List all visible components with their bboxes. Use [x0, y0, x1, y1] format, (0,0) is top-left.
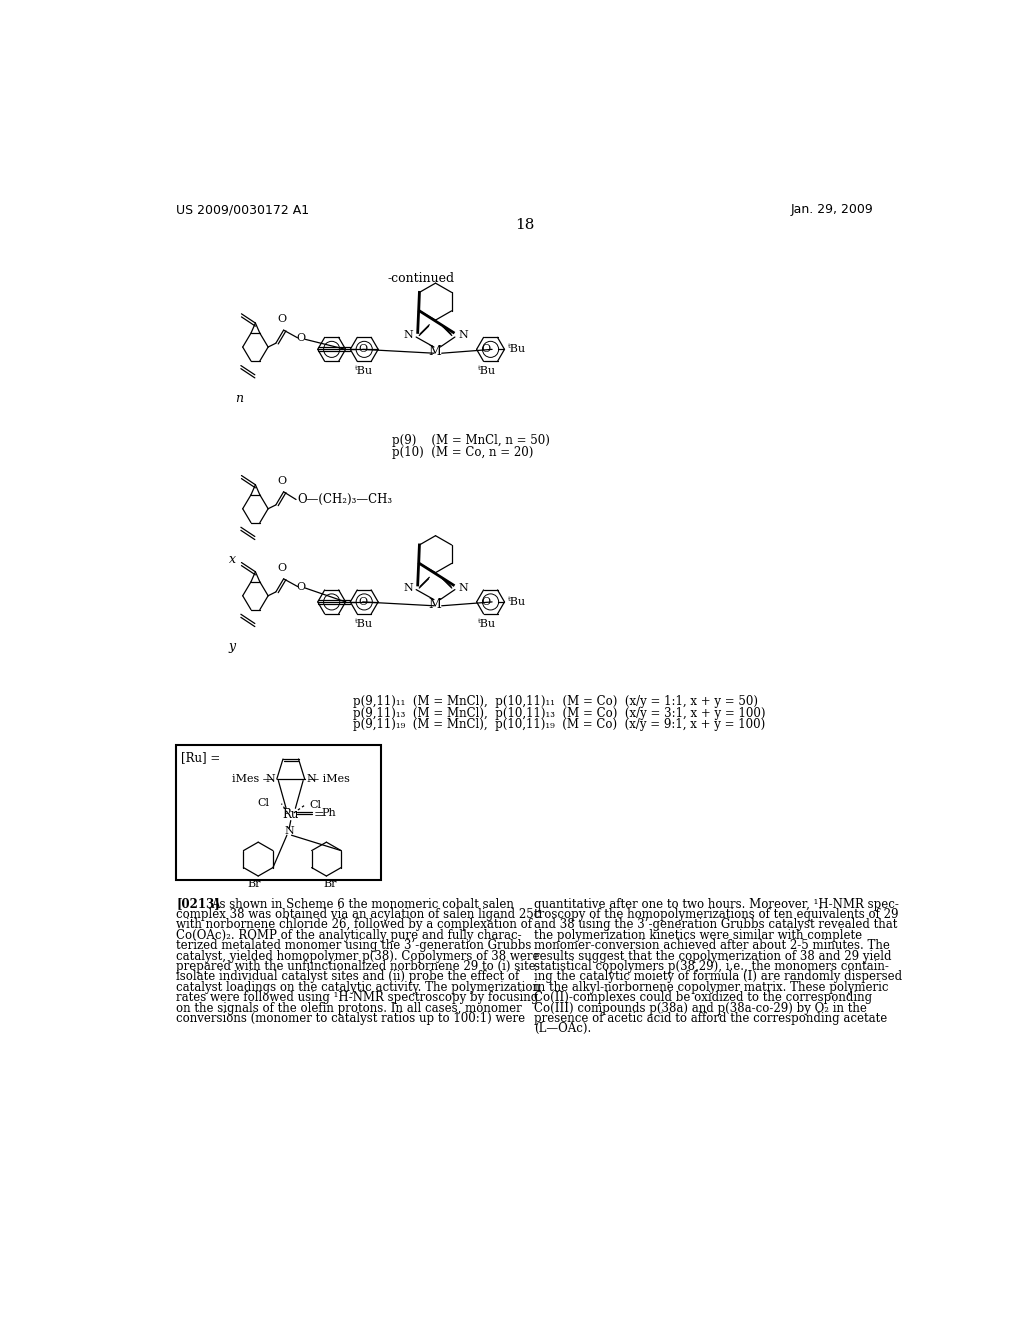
- Text: 18: 18: [515, 218, 535, 232]
- Text: the polymerization kinetics were similar with complete: the polymerization kinetics were similar…: [535, 929, 862, 941]
- Text: O: O: [481, 345, 490, 354]
- Text: Co(II)-complexes could be oxidized to the corresponding: Co(II)-complexes could be oxidized to th…: [535, 991, 872, 1005]
- Text: catalyst loadings on the catalytic activity. The polymerization: catalyst loadings on the catalytic activ…: [176, 981, 540, 994]
- Text: results suggest that the copolymerization of 38 and 29 yield: results suggest that the copolymerizatio…: [535, 949, 892, 962]
- Bar: [176, 744, 381, 880]
- Text: p(10)  (M = Co, n = 20): p(10) (M = Co, n = 20): [391, 446, 532, 458]
- Text: statistical copolymers p(38,29), i.e., the monomers contain-: statistical copolymers p(38,29), i.e., t…: [535, 960, 889, 973]
- Text: Ph: Ph: [322, 808, 337, 818]
- Text: N: N: [306, 774, 316, 784]
- Text: Cl: Cl: [257, 797, 269, 808]
- Text: Co(OAc)₂. ROMP of the analytically pure and fully charac-: Co(OAc)₂. ROMP of the analytically pure …: [176, 929, 521, 941]
- Text: Co(III) compounds p(38a) and p(38a-co-29) by O₂ in the: Co(III) compounds p(38a) and p(38a-co-29…: [535, 1002, 867, 1015]
- Text: ᵗBu: ᵗBu: [477, 367, 496, 376]
- Text: n: n: [234, 392, 243, 405]
- Text: =: =: [314, 808, 325, 821]
- Text: [0213]: [0213]: [176, 898, 220, 911]
- Text: O: O: [297, 333, 306, 343]
- Text: O: O: [358, 345, 368, 354]
- Text: O—(CH₂)₃—CH₃: O—(CH₂)₃—CH₃: [298, 492, 392, 506]
- Text: ᵗBu: ᵗBu: [355, 619, 374, 628]
- Text: ᵗBu: ᵗBu: [477, 619, 496, 628]
- Text: O: O: [278, 314, 287, 323]
- Text: ᵗBu: ᵗBu: [508, 345, 525, 354]
- Text: catalyst, yielded homopolymer p(38). Copolymers of 38 were: catalyst, yielded homopolymer p(38). Cop…: [176, 949, 540, 962]
- Text: N: N: [285, 826, 294, 837]
- Text: on the signals of the olefin protons. In all cases, monomer: on the signals of the olefin protons. In…: [176, 1002, 522, 1015]
- Text: N: N: [458, 583, 468, 593]
- Text: p(9,11)₁₁  (M = MnCl),  p(10,11)₁₁  (M = Co)  (x/y = 1:1, x + y = 50): p(9,11)₁₁ (M = MnCl), p(10,11)₁₁ (M = Co…: [352, 696, 758, 708]
- Text: in the alkyl-norbornene copolymer matrix. These polymeric: in the alkyl-norbornene copolymer matrix…: [535, 981, 889, 994]
- Text: N: N: [265, 774, 275, 784]
- Text: and 38 using the 3’-generation Grubbs catalyst revealed that: and 38 using the 3’-generation Grubbs ca…: [535, 919, 897, 932]
- Text: Br: Br: [248, 879, 261, 890]
- Text: M: M: [428, 345, 441, 358]
- Text: terized metalated monomer using the 3’-generation Grubbs: terized metalated monomer using the 3’-g…: [176, 940, 531, 952]
- Text: conversions (monomer to catalyst ratios up to 100:1) were: conversions (monomer to catalyst ratios …: [176, 1012, 525, 1024]
- Text: p(9,11)₁₃  (M = MnCl),  p(10,11)₁₃  (M = Co)  (x/y = 3:1, x + y = 100): p(9,11)₁₃ (M = MnCl), p(10,11)₁₃ (M = Co…: [352, 706, 765, 719]
- Text: iMes —: iMes —: [231, 774, 273, 784]
- Text: O: O: [358, 597, 368, 607]
- Text: isolate individual catalyst sites and (ii) probe the effect of: isolate individual catalyst sites and (i…: [176, 970, 519, 983]
- Text: p(9,11)₁₉  (M = MnCl),  p(10,11)₁₉  (M = Co)  (x/y = 9:1, x + y = 100): p(9,11)₁₉ (M = MnCl), p(10,11)₁₉ (M = Co…: [352, 718, 765, 731]
- Text: Ru: Ru: [283, 808, 299, 821]
- Text: ᵗBu: ᵗBu: [355, 367, 374, 376]
- Text: y: y: [228, 640, 236, 653]
- Text: — iMes: — iMes: [308, 774, 349, 784]
- Text: rates were followed using ¹H-NMR spectroscopy by focusing: rates were followed using ¹H-NMR spectro…: [176, 991, 539, 1005]
- Text: quantitative after one to two hours. Moreover, ¹H-NMR spec-: quantitative after one to two hours. Mor…: [535, 898, 899, 911]
- Text: N: N: [403, 330, 413, 341]
- Text: Cl: Cl: [309, 800, 322, 810]
- Text: Br: Br: [324, 879, 337, 890]
- Text: ᵗBu: ᵗBu: [508, 597, 525, 607]
- Text: N: N: [458, 330, 468, 341]
- Text: presence of acetic acid to afford the corresponding acetate: presence of acetic acid to afford the co…: [535, 1012, 888, 1024]
- Text: prepared with the unfunctionalized norbornene 29 to (i) site-: prepared with the unfunctionalized norbo…: [176, 960, 540, 973]
- Text: O: O: [297, 582, 306, 591]
- Text: ing the catalytic moiety of formula (I) are randomly dispersed: ing the catalytic moiety of formula (I) …: [535, 970, 902, 983]
- Text: M: M: [428, 598, 441, 611]
- Text: Jan. 29, 2009: Jan. 29, 2009: [791, 203, 873, 216]
- Text: monomer-conversion achieved after about 2-5 minutes. The: monomer-conversion achieved after about …: [535, 940, 890, 952]
- Text: O: O: [278, 475, 287, 486]
- Text: O: O: [481, 597, 490, 607]
- Text: complex 38 was obtained via an acylation of salen ligand 25c: complex 38 was obtained via an acylation…: [176, 908, 541, 921]
- Text: -continued: -continued: [388, 272, 455, 285]
- Text: US 2009/0030172 A1: US 2009/0030172 A1: [176, 203, 309, 216]
- Text: (L—OAc).: (L—OAc).: [535, 1022, 591, 1035]
- Text: troscopy of the homopolymerizations of ten equivalents of 29: troscopy of the homopolymerizations of t…: [535, 908, 899, 921]
- Text: [Ru] =: [Ru] =: [180, 751, 220, 764]
- Text: As shown in Scheme 6 the monomeric cobalt salen: As shown in Scheme 6 the monomeric cobal…: [211, 898, 514, 911]
- Text: N: N: [403, 583, 413, 593]
- Text: p(9)    (M = MnCl, n = 50): p(9) (M = MnCl, n = 50): [391, 434, 549, 447]
- Text: with norbornene chloride 26, followed by a complexation of: with norbornene chloride 26, followed by…: [176, 919, 532, 932]
- Text: x: x: [228, 553, 236, 566]
- Text: O: O: [278, 562, 287, 573]
